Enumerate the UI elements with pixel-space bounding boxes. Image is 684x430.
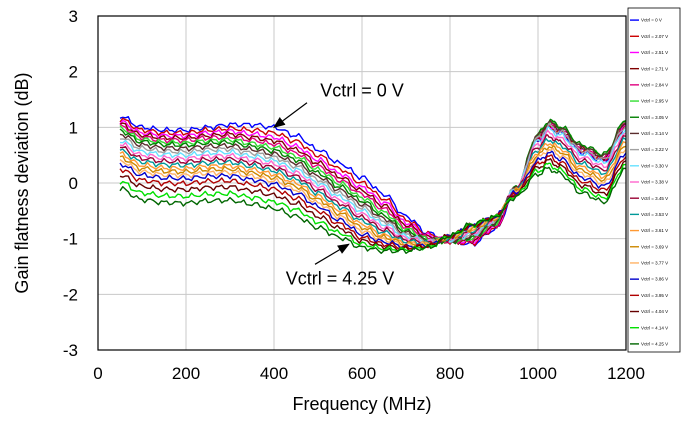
- legend-label: Vctrl = 3.30 V: [641, 163, 668, 168]
- legend-label: Vctrl = 4.14 V: [641, 325, 668, 330]
- y-tick-label: 0: [69, 174, 78, 193]
- legend-label: Vctrl = 3.53 V: [641, 212, 668, 217]
- series-line: [119, 157, 626, 252]
- x-tick-label: 800: [436, 364, 464, 383]
- legend-label: Vctrl = 3.69 V: [641, 244, 668, 249]
- legend-label: Vctrl = 3.77 V: [641, 261, 668, 266]
- y-axis-title: Gain flatness deviation (dB): [12, 72, 32, 293]
- legend-label: Vctrl = 4.25 V: [641, 342, 668, 347]
- x-tick-label: 1000: [519, 364, 557, 383]
- legend-label: Vctrl = 3.45 V: [641, 196, 668, 201]
- plot-lines: [119, 115, 626, 255]
- series-line: [120, 134, 626, 246]
- y-tick-label: 3: [69, 7, 78, 26]
- legend-box: [627, 7, 681, 353]
- series-line: [119, 166, 626, 255]
- annotation-arrow: [314, 243, 350, 265]
- series-line: [119, 150, 626, 250]
- legend-label: Vctrl = 3.22 V: [641, 147, 668, 152]
- legend-label: Vctrl = 3.86 V: [641, 277, 668, 282]
- legend-label: Vctrl = 3.38 V: [641, 180, 668, 185]
- series-line: [119, 137, 626, 246]
- annotation-label: Vctrl = 0 V: [320, 81, 404, 101]
- series-line: [119, 141, 626, 248]
- y-tick-label: -3: [63, 341, 78, 360]
- legend-label: Vctrl = 2.51 V: [641, 50, 668, 55]
- legend-label: Vctrl = 2.71 V: [641, 66, 668, 71]
- series-line: [119, 147, 626, 249]
- y-tick-label: -1: [63, 230, 78, 249]
- x-tick-label: 200: [172, 364, 200, 383]
- x-tick-label: 1200: [607, 364, 645, 383]
- annotation-label: Vctrl = 4.25 V: [286, 268, 395, 288]
- y-tick-label: 1: [69, 118, 78, 137]
- legend-label: Vctrl = 3.95 V: [641, 293, 668, 298]
- y-tick-labels: -3 -2 -1 0 1 2 3: [63, 7, 78, 360]
- series-line: [119, 129, 626, 245]
- x-tick-label: 0: [93, 364, 102, 383]
- annotation-arrow: [273, 102, 308, 129]
- x-tick-labels: 0 200 400 600 800 1000 1200: [93, 364, 645, 383]
- legend-label: Vctrl = 2.95 V: [641, 99, 668, 104]
- series-line: [119, 122, 626, 245]
- x-axis-title: Frequency (MHz): [292, 394, 431, 414]
- series-line: [119, 120, 626, 243]
- legend-label: Vctrl = 3.14 V: [641, 131, 668, 136]
- plot-frame: [97, 15, 627, 351]
- legend-label: Vctrl = 4.04 V: [641, 309, 668, 314]
- series-line: [119, 126, 626, 245]
- x-tick-label: 600: [348, 364, 376, 383]
- legend-label: Vctrl = 0 V: [641, 18, 662, 23]
- y-tick-label: -2: [63, 285, 78, 304]
- y-tick-label: 2: [69, 63, 78, 82]
- annotations: Vctrl = 0 V Vctrl = 4.25 V: [273, 81, 404, 288]
- legend-label: Vctrl = 2.84 V: [641, 82, 668, 87]
- legend: Vctrl = 0 V Vctrl = 2.07 V Vctrl = 2.51 V V…: [627, 7, 681, 353]
- legend-label: Vctrl = 3.05 V: [641, 115, 668, 120]
- series-line: [119, 145, 626, 248]
- legend-label: Vctrl = 3.61 V: [641, 228, 668, 233]
- legend-label: Vctrl = 2.07 V: [641, 34, 668, 39]
- series-line: [119, 154, 626, 250]
- series-line: [119, 122, 626, 245]
- x-tick-label: 400: [260, 364, 288, 383]
